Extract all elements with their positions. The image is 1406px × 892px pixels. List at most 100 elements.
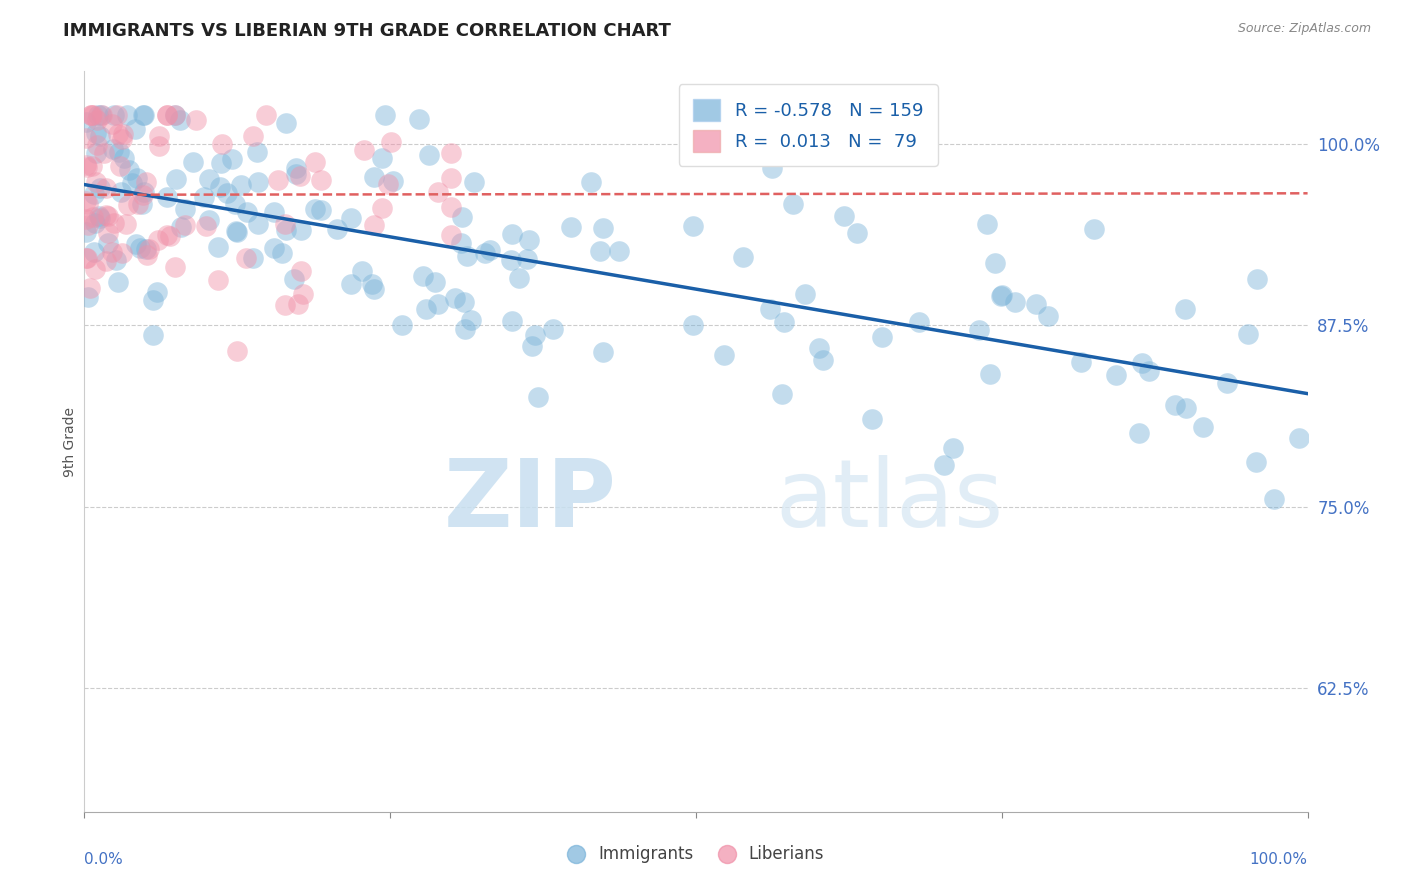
Point xyxy=(1215,376,1237,391)
Point xyxy=(136,248,159,262)
Point xyxy=(427,186,450,200)
Point xyxy=(111,246,134,260)
Point xyxy=(460,313,482,327)
Point xyxy=(274,116,297,130)
Point xyxy=(97,235,120,250)
Point xyxy=(138,242,160,256)
Point xyxy=(371,202,394,216)
Point xyxy=(440,227,463,242)
Point xyxy=(353,144,375,158)
Point xyxy=(967,323,990,337)
Point xyxy=(682,318,704,332)
Point xyxy=(108,145,131,159)
Point xyxy=(96,208,118,222)
Point xyxy=(304,202,326,216)
Point xyxy=(125,170,148,185)
Point xyxy=(276,222,298,236)
Point xyxy=(76,160,98,174)
Point xyxy=(86,113,108,128)
Point xyxy=(363,282,385,296)
Point xyxy=(440,145,463,160)
Point xyxy=(772,315,794,329)
Point xyxy=(1237,326,1260,341)
Point xyxy=(363,170,385,185)
Point xyxy=(450,235,472,250)
Point xyxy=(932,458,955,472)
Point xyxy=(267,173,290,187)
Point xyxy=(132,108,155,122)
Point xyxy=(76,219,98,233)
Point xyxy=(290,223,312,237)
Point xyxy=(870,330,893,344)
Point xyxy=(524,328,547,343)
Point xyxy=(451,210,474,224)
Point xyxy=(90,108,112,122)
Point xyxy=(121,176,143,190)
Text: Source: ZipAtlas.com: Source: ZipAtlas.com xyxy=(1237,22,1371,36)
Point xyxy=(733,250,755,264)
Point xyxy=(224,197,246,211)
Point xyxy=(91,108,114,122)
Point xyxy=(75,212,97,227)
Point xyxy=(1174,302,1197,317)
Legend: Immigrants, Liberians: Immigrants, Liberians xyxy=(561,838,831,870)
Point xyxy=(128,241,150,255)
Point xyxy=(75,158,97,172)
Point xyxy=(453,295,475,310)
Point xyxy=(209,156,232,170)
Point xyxy=(682,219,704,234)
Point xyxy=(418,148,440,162)
Point xyxy=(174,202,197,216)
Point xyxy=(148,139,170,153)
Point xyxy=(79,280,101,294)
Point xyxy=(440,200,463,214)
Point xyxy=(832,209,855,223)
Point xyxy=(87,108,110,122)
Point xyxy=(782,197,804,211)
Point xyxy=(211,136,233,151)
Point xyxy=(173,218,195,232)
Point xyxy=(159,228,181,243)
Point xyxy=(1070,355,1092,369)
Point xyxy=(207,272,229,286)
Point xyxy=(115,108,138,122)
Point xyxy=(156,228,179,243)
Point xyxy=(155,108,177,122)
Point xyxy=(93,146,115,161)
Point xyxy=(84,216,107,230)
Point xyxy=(1263,492,1285,507)
Point xyxy=(94,254,117,268)
Point xyxy=(592,344,614,359)
Point xyxy=(110,185,132,199)
Point xyxy=(304,154,326,169)
Point xyxy=(242,129,264,144)
Point xyxy=(588,244,610,258)
Point xyxy=(194,219,217,233)
Point xyxy=(340,277,363,291)
Point xyxy=(101,117,124,131)
Point xyxy=(193,190,215,204)
Point xyxy=(132,188,155,202)
Point xyxy=(541,322,564,336)
Point xyxy=(979,367,1001,381)
Point xyxy=(207,239,229,253)
Point xyxy=(114,217,136,231)
Point xyxy=(360,277,382,291)
Point xyxy=(350,264,373,278)
Point xyxy=(235,204,257,219)
Point xyxy=(208,179,231,194)
Point xyxy=(246,175,269,189)
Point xyxy=(226,343,249,358)
Point xyxy=(124,122,146,136)
Point xyxy=(1105,368,1128,383)
Point xyxy=(181,155,204,169)
Point xyxy=(231,178,253,193)
Point xyxy=(100,245,122,260)
Point xyxy=(198,172,221,186)
Point xyxy=(759,302,782,317)
Point xyxy=(309,203,332,218)
Point xyxy=(463,175,485,189)
Point xyxy=(285,161,308,175)
Point xyxy=(127,197,149,211)
Point xyxy=(89,181,111,195)
